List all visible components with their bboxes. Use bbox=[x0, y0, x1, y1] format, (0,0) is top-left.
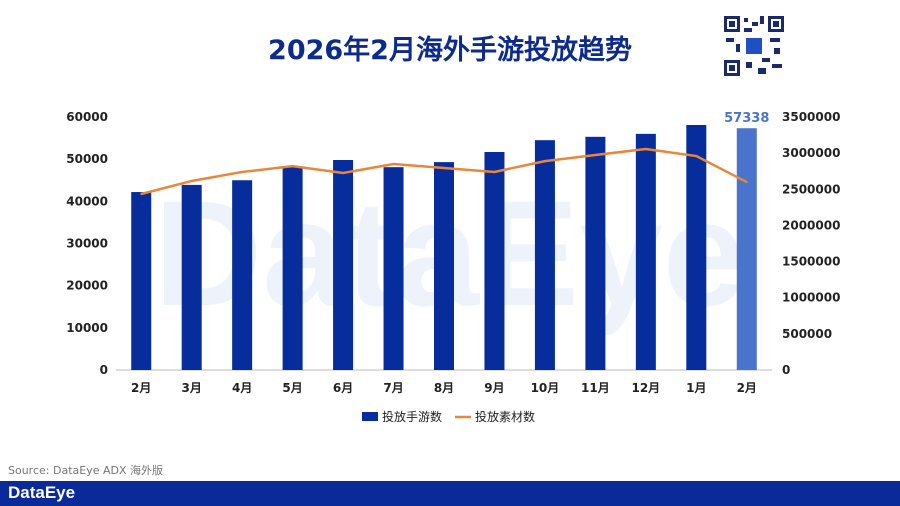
right-tick-label: 1500000 bbox=[782, 255, 840, 269]
bar bbox=[484, 151, 505, 370]
left-tick-label: 60000 bbox=[66, 110, 108, 124]
bar bbox=[181, 184, 202, 370]
bar bbox=[434, 162, 454, 370]
bar bbox=[383, 167, 404, 370]
line-point bbox=[392, 162, 395, 165]
left-tick-label: 50000 bbox=[66, 152, 108, 166]
bar bbox=[282, 167, 303, 370]
x-tick-label: 10月 bbox=[531, 381, 560, 395]
x-tick-label: 4月 bbox=[232, 381, 252, 395]
line-point bbox=[140, 192, 143, 195]
line-point bbox=[594, 153, 597, 156]
legend-label: 投放素材数 bbox=[475, 409, 535, 424]
right-tick-label: 2000000 bbox=[782, 218, 840, 232]
x-tick-label: 9月 bbox=[484, 381, 504, 395]
right-tick-label: 1000000 bbox=[782, 291, 840, 305]
x-tick-label: 3月 bbox=[182, 381, 202, 395]
line-point bbox=[443, 166, 445, 169]
x-tick-label: 2月 bbox=[131, 381, 151, 395]
right-tick-label: 2500000 bbox=[782, 182, 840, 196]
bar bbox=[232, 180, 253, 370]
line-point bbox=[745, 181, 748, 184]
line-point bbox=[342, 172, 345, 175]
x-tick-label: 6月 bbox=[333, 381, 353, 395]
line-point bbox=[644, 148, 647, 151]
right-tick-label: 500000 bbox=[782, 327, 832, 341]
footer-bar bbox=[0, 481, 900, 506]
right-tick-label: 0 bbox=[782, 363, 790, 377]
dataeye-logo: DataEye bbox=[8, 483, 76, 502]
legend-swatch-bar bbox=[362, 412, 378, 421]
chart: DataEye010000200003000040000500006000005… bbox=[66, 110, 840, 424]
right-tick-label: 3500000 bbox=[782, 110, 840, 124]
bar bbox=[131, 192, 152, 370]
source-note: Source: DataEye ADX 海外版 bbox=[8, 464, 163, 477]
legend-label: 投放手游数 bbox=[382, 409, 442, 424]
bar bbox=[635, 133, 656, 370]
line-point bbox=[241, 170, 244, 173]
bar bbox=[686, 125, 707, 371]
x-tick-label: 7月 bbox=[383, 381, 403, 395]
bar bbox=[585, 136, 606, 370]
line-point bbox=[190, 179, 193, 182]
bar bbox=[534, 140, 555, 370]
x-tick-label: 1月 bbox=[686, 381, 706, 395]
x-tick-label: 8月 bbox=[434, 381, 454, 395]
bar bbox=[736, 128, 757, 370]
chart-title: 2026年2月海外手游投放趋势 bbox=[268, 35, 632, 66]
x-tick-label: 12月 bbox=[631, 381, 660, 395]
data-label: 57338 bbox=[724, 111, 769, 126]
left-tick-label: 0 bbox=[100, 363, 108, 377]
x-tick-label: 5月 bbox=[282, 381, 302, 395]
line-point bbox=[493, 170, 496, 173]
left-tick-label: 20000 bbox=[66, 279, 108, 293]
x-tick-label: 11月 bbox=[581, 381, 610, 395]
qr-code-icon bbox=[722, 14, 786, 78]
line-point bbox=[543, 160, 546, 163]
left-tick-label: 30000 bbox=[66, 237, 108, 251]
left-tick-label: 10000 bbox=[66, 321, 108, 335]
bar bbox=[333, 160, 354, 370]
x-tick-label: 2月 bbox=[737, 381, 757, 395]
right-tick-label: 3000000 bbox=[782, 146, 840, 160]
line-point bbox=[291, 165, 294, 168]
line-point bbox=[695, 155, 698, 158]
left-tick-label: 40000 bbox=[66, 194, 108, 208]
